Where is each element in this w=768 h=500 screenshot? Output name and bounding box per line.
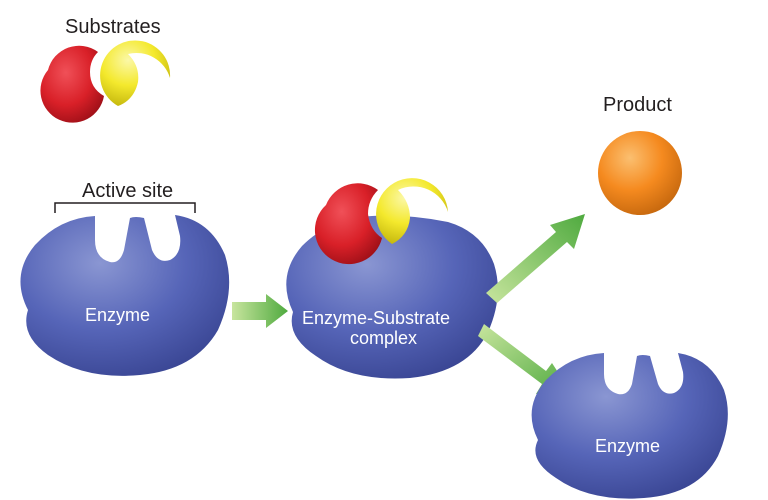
diagram-canvas (0, 0, 768, 500)
active-site-label: Active site (82, 180, 173, 203)
active-site-bracket (55, 203, 195, 213)
arrow-to-product (486, 214, 585, 303)
substrate-yellow-top (100, 40, 170, 106)
complex-label-line1: Enzyme-Substrate (302, 308, 450, 329)
enzyme-left (20, 215, 229, 376)
product-circle (598, 131, 682, 215)
complex-label-line2: complex (350, 328, 417, 349)
enzyme-right (532, 353, 728, 499)
substrate-red-top (40, 46, 104, 123)
enzyme-right-label: Enzyme (595, 436, 660, 457)
arrow-1 (232, 294, 288, 328)
enzyme-left-label: Enzyme (85, 305, 150, 326)
substrates-label: Substrates (65, 16, 161, 39)
product-label: Product (603, 94, 672, 117)
